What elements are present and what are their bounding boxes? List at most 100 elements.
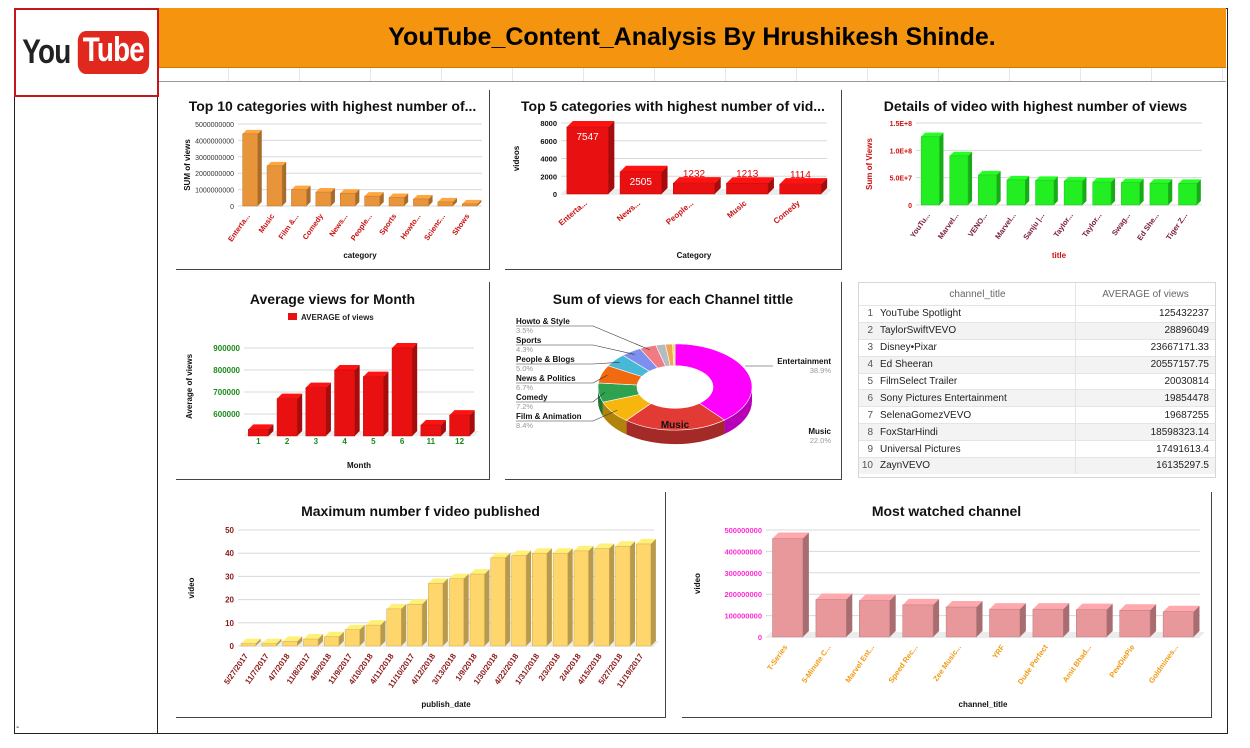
pie-pct: 7.2% xyxy=(516,402,533,411)
donut-hole xyxy=(637,365,713,409)
bar-top xyxy=(315,188,335,193)
bar-top xyxy=(946,601,983,608)
bar xyxy=(448,578,464,647)
data-label: 1114 xyxy=(790,170,811,181)
bar xyxy=(859,600,890,638)
x-axis-title: Month xyxy=(347,461,371,470)
pie-pct: 38.9% xyxy=(810,366,832,375)
row-number: 7 xyxy=(867,409,873,421)
pie-pct: 5.0% xyxy=(516,364,533,373)
bar xyxy=(594,548,610,647)
bar-side xyxy=(422,599,428,646)
bar-side xyxy=(463,573,469,646)
bar-top xyxy=(989,603,1026,610)
bar-side xyxy=(505,552,511,646)
bar xyxy=(344,629,360,647)
bar-top xyxy=(553,548,573,554)
y-tick-label: 5000000000 xyxy=(195,122,234,129)
y-tick-label: 40 xyxy=(225,549,234,558)
bar-top xyxy=(407,599,428,605)
bar-top xyxy=(420,420,446,425)
table-header-average: AVERAGE of views xyxy=(1102,288,1189,300)
y-tick-label: 0 xyxy=(230,642,235,651)
bar xyxy=(1092,181,1112,206)
average-cell: 19854478 xyxy=(1164,392,1210,404)
pie-pct: 6.7% xyxy=(516,383,533,392)
x-tick-label: Enterta... xyxy=(557,199,589,228)
bar-top xyxy=(386,603,407,609)
row-number: 2 xyxy=(867,325,873,337)
x-axis-title: Category xyxy=(677,251,712,260)
top5-chart-title: Top 5 categories with highest number of … xyxy=(521,98,825,114)
channel-cell: Sony Pictures Entertainment xyxy=(877,390,1076,407)
channel-cell: FilmSelect Trailer xyxy=(877,373,1076,390)
y-tick-label: 10 xyxy=(225,619,234,628)
bar xyxy=(636,543,652,647)
x-tick-label: YouTu... xyxy=(908,211,932,239)
table-row: 8 FoxStarHindi 18598323.14 xyxy=(859,423,1215,441)
pie-label: Film & Animation xyxy=(516,412,582,421)
y-tick-label: 2000000000 xyxy=(195,171,234,178)
x-axis-title: category xyxy=(343,251,377,260)
bar-top xyxy=(1092,178,1116,183)
bar-top xyxy=(779,178,828,185)
x-axis-title: title xyxy=(1052,251,1067,260)
y-tick-label: 900000 xyxy=(213,344,240,353)
bar-top xyxy=(490,552,511,558)
bar xyxy=(772,538,804,638)
bar-top xyxy=(815,593,853,600)
pie-label: Howto & Style xyxy=(516,317,570,326)
bar-side xyxy=(1193,605,1200,637)
bar xyxy=(469,573,485,647)
bar-top xyxy=(615,541,636,547)
table-row: 10 ZaynVEVO 16135297.5 xyxy=(859,457,1215,474)
bar xyxy=(573,550,589,647)
x-tick-label: 12 xyxy=(455,437,464,446)
y-tick-label: 0 xyxy=(908,203,912,210)
bar-side xyxy=(428,194,433,206)
y-tick-label: 4000 xyxy=(540,155,557,164)
y-tick-label: 1.5E+8 xyxy=(890,121,912,128)
bar xyxy=(437,201,454,207)
bar-side xyxy=(1168,179,1173,205)
bar-top xyxy=(978,170,1001,175)
watched-chart-title: Most watched channel xyxy=(871,503,1022,519)
x-tick-label: Ed She... xyxy=(1135,211,1161,242)
ruler-strip xyxy=(158,68,1226,82)
y-axis-title: Sum of Views xyxy=(865,138,874,190)
bar-top xyxy=(726,177,774,184)
bar-top xyxy=(449,410,475,416)
bar-side xyxy=(1106,603,1113,637)
bar-side xyxy=(968,151,973,205)
x-tick-label: Music xyxy=(257,212,277,235)
bar xyxy=(619,171,662,195)
x-tick-label: 5 xyxy=(371,437,376,446)
bar-top xyxy=(1006,175,1030,180)
bar-top xyxy=(1178,179,1201,184)
row-number: 4 xyxy=(867,359,873,371)
bar xyxy=(240,643,256,647)
page-title: YouTube_Content_Analysis By Hrushikesh S… xyxy=(388,23,996,51)
bar-top xyxy=(673,177,721,184)
average-cell: 18598323.14 xyxy=(1150,426,1209,438)
row-number: 6 xyxy=(867,392,873,404)
bar-top xyxy=(462,199,482,204)
bar xyxy=(1119,610,1151,638)
bar xyxy=(978,174,997,206)
pie-slice-side xyxy=(598,387,603,417)
bar-side xyxy=(1150,604,1157,637)
bar-side xyxy=(257,129,262,206)
bar xyxy=(334,369,355,437)
pie-slice-side xyxy=(602,402,627,435)
x-tick-label: 11 xyxy=(427,437,436,446)
x-tick-label: Sports xyxy=(377,212,398,237)
x-tick-label: People... xyxy=(349,212,374,242)
bar-top xyxy=(449,573,469,579)
bar-side xyxy=(608,121,615,194)
table-row: 7 SelenaGomezVEVO 19687255 xyxy=(859,406,1215,424)
bar-top xyxy=(1035,176,1058,181)
bar-side xyxy=(567,548,573,646)
y-tick-label: 5.0E+7 xyxy=(890,176,912,183)
header-bar: YouTube_Content_Analysis By Hrushikesh S… xyxy=(158,8,1226,68)
